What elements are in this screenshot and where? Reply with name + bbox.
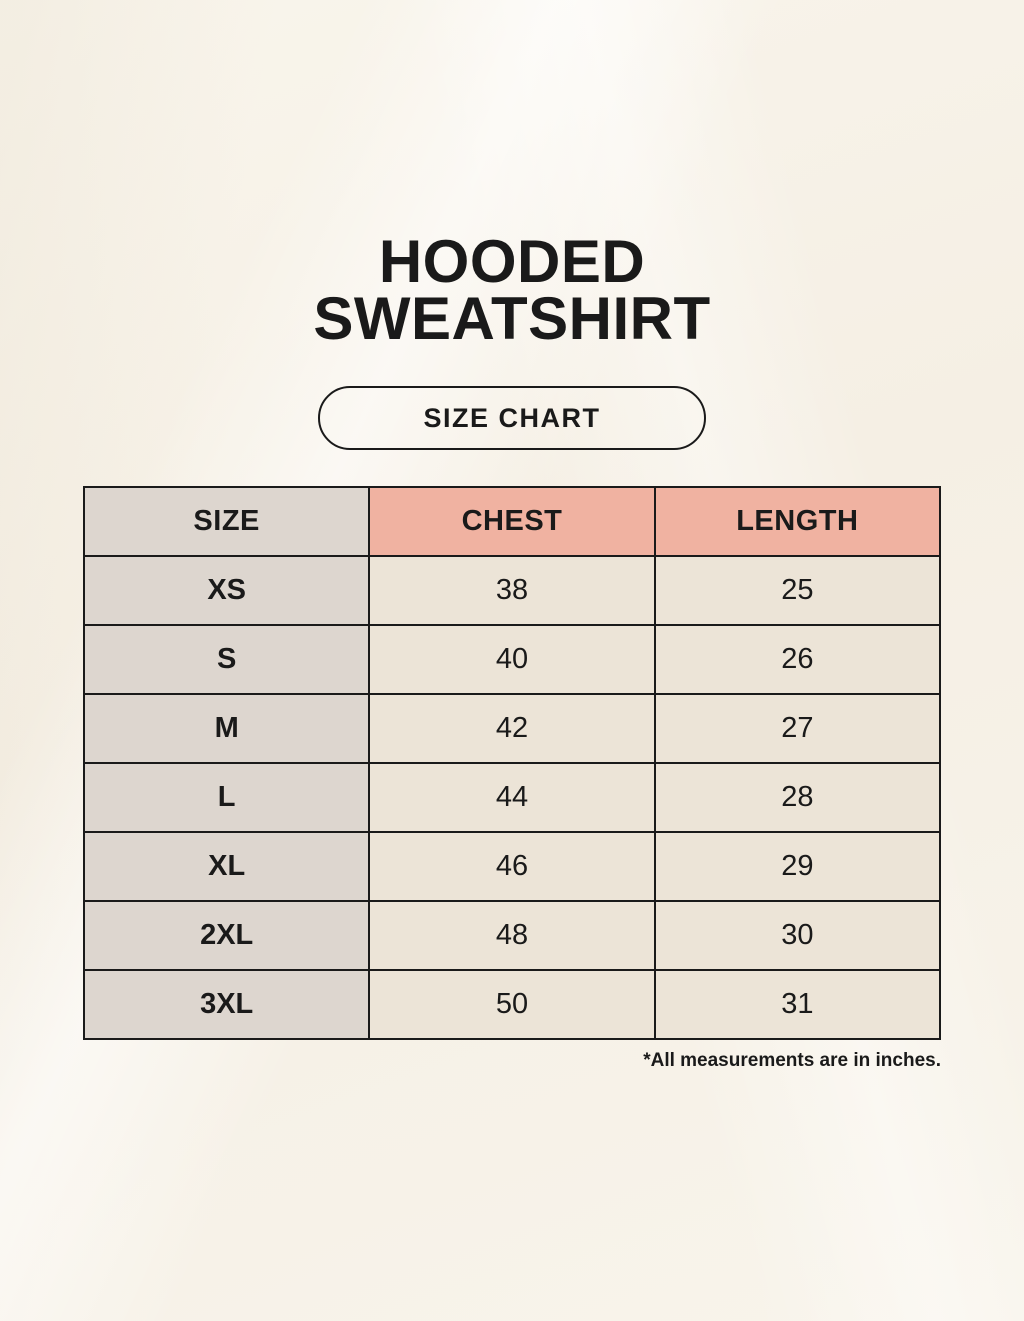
chest-cell: 44: [368, 762, 656, 833]
chest-cell: 50: [368, 969, 656, 1040]
table-row: XS 38 25: [82, 555, 942, 626]
size-cell: M: [82, 693, 371, 764]
size-chart-button[interactable]: SIZE CHART: [318, 386, 706, 450]
table-header-chest: CHEST: [368, 486, 656, 557]
size-cell: XL: [82, 831, 371, 902]
length-cell: 28: [653, 762, 942, 833]
length-cell: 31: [653, 969, 942, 1040]
table-row: XL 46 29: [82, 831, 942, 902]
size-cell: L: [82, 762, 371, 833]
table-header-row: SIZE CHEST LENGTH: [82, 486, 942, 557]
size-chart-table: SIZE CHEST LENGTH XS 38 25 S 40 26 M 42 …: [82, 486, 942, 1040]
measurements-footnote: *All measurements are in inches.: [643, 1050, 941, 1071]
chest-cell: 40: [368, 624, 656, 695]
length-cell: 29: [653, 831, 942, 902]
table-header-length: LENGTH: [653, 486, 942, 557]
table-header-size: SIZE: [82, 486, 371, 557]
product-title-line-1: HOODED: [378, 228, 646, 295]
size-cell: S: [82, 624, 371, 695]
chest-cell: 46: [368, 831, 656, 902]
chest-cell: 42: [368, 693, 656, 764]
table-row: 2XL 48 30: [82, 900, 942, 971]
chest-cell: 48: [368, 900, 656, 971]
size-cell: 2XL: [82, 900, 371, 971]
table-row: 3XL 50 31: [82, 969, 942, 1040]
length-cell: 30: [653, 900, 942, 971]
size-cell: XS: [82, 555, 371, 626]
product-title: HOODED SWEATSHIRT: [0, 228, 1024, 352]
table-row: L 44 28: [82, 762, 942, 833]
chest-cell: 38: [368, 555, 656, 626]
table-row: M 42 27: [82, 693, 942, 764]
table-row: S 40 26: [82, 624, 942, 695]
size-cell: 3XL: [82, 969, 371, 1040]
product-title-line-2: SWEATSHIRT: [313, 285, 711, 352]
length-cell: 25: [653, 555, 942, 626]
length-cell: 26: [653, 624, 942, 695]
length-cell: 27: [653, 693, 942, 764]
